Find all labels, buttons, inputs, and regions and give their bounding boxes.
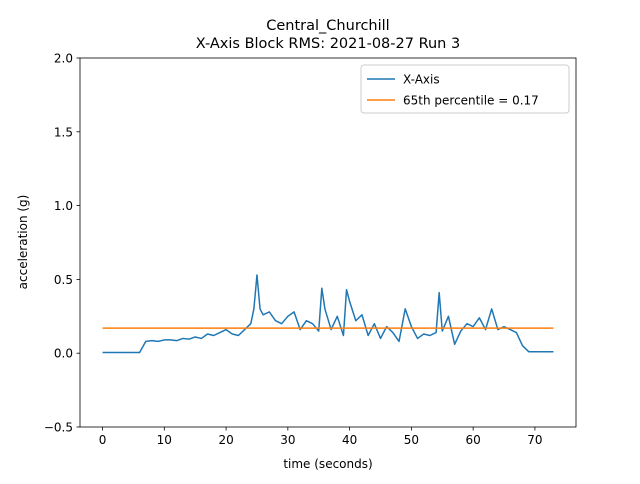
y-tick-label: 0.0 — [54, 347, 73, 361]
y-tick-label: 2.0 — [54, 52, 73, 66]
x-tick-label: 40 — [342, 433, 357, 447]
legend-label: X-Axis — [403, 73, 440, 87]
y-tick-label: 1.5 — [54, 125, 73, 139]
x-tick-label: 60 — [466, 433, 481, 447]
chart-subtitle: X-Axis Block RMS: 2021-08-27 Run 3 — [196, 36, 460, 52]
chart-title: Central_Churchill — [266, 18, 389, 34]
data-line — [102, 274, 554, 354]
legend-box — [360, 64, 570, 114]
x-axis-label: time (seconds) — [283, 457, 372, 471]
y-axis-label: acceleration (g) — [16, 195, 30, 290]
x-tick-label: 0 — [99, 433, 107, 447]
legend-label: 65th percentile = 0.17 — [403, 94, 539, 108]
plot-frame — [79, 57, 577, 428]
x-tick-label: 30 — [280, 433, 295, 447]
x-tick-label: 50 — [404, 433, 419, 447]
y-tick-label: 0.5 — [54, 273, 73, 287]
x-tick-label: 70 — [527, 433, 542, 447]
legend: X-Axis 65th percentile = 0.17 — [360, 64, 570, 114]
x-tick-label: 20 — [218, 433, 233, 447]
x-tick-label: 10 — [157, 433, 172, 447]
y-tick-label: 1.0 — [54, 199, 73, 213]
y-tick-label: −0.5 — [44, 421, 73, 435]
